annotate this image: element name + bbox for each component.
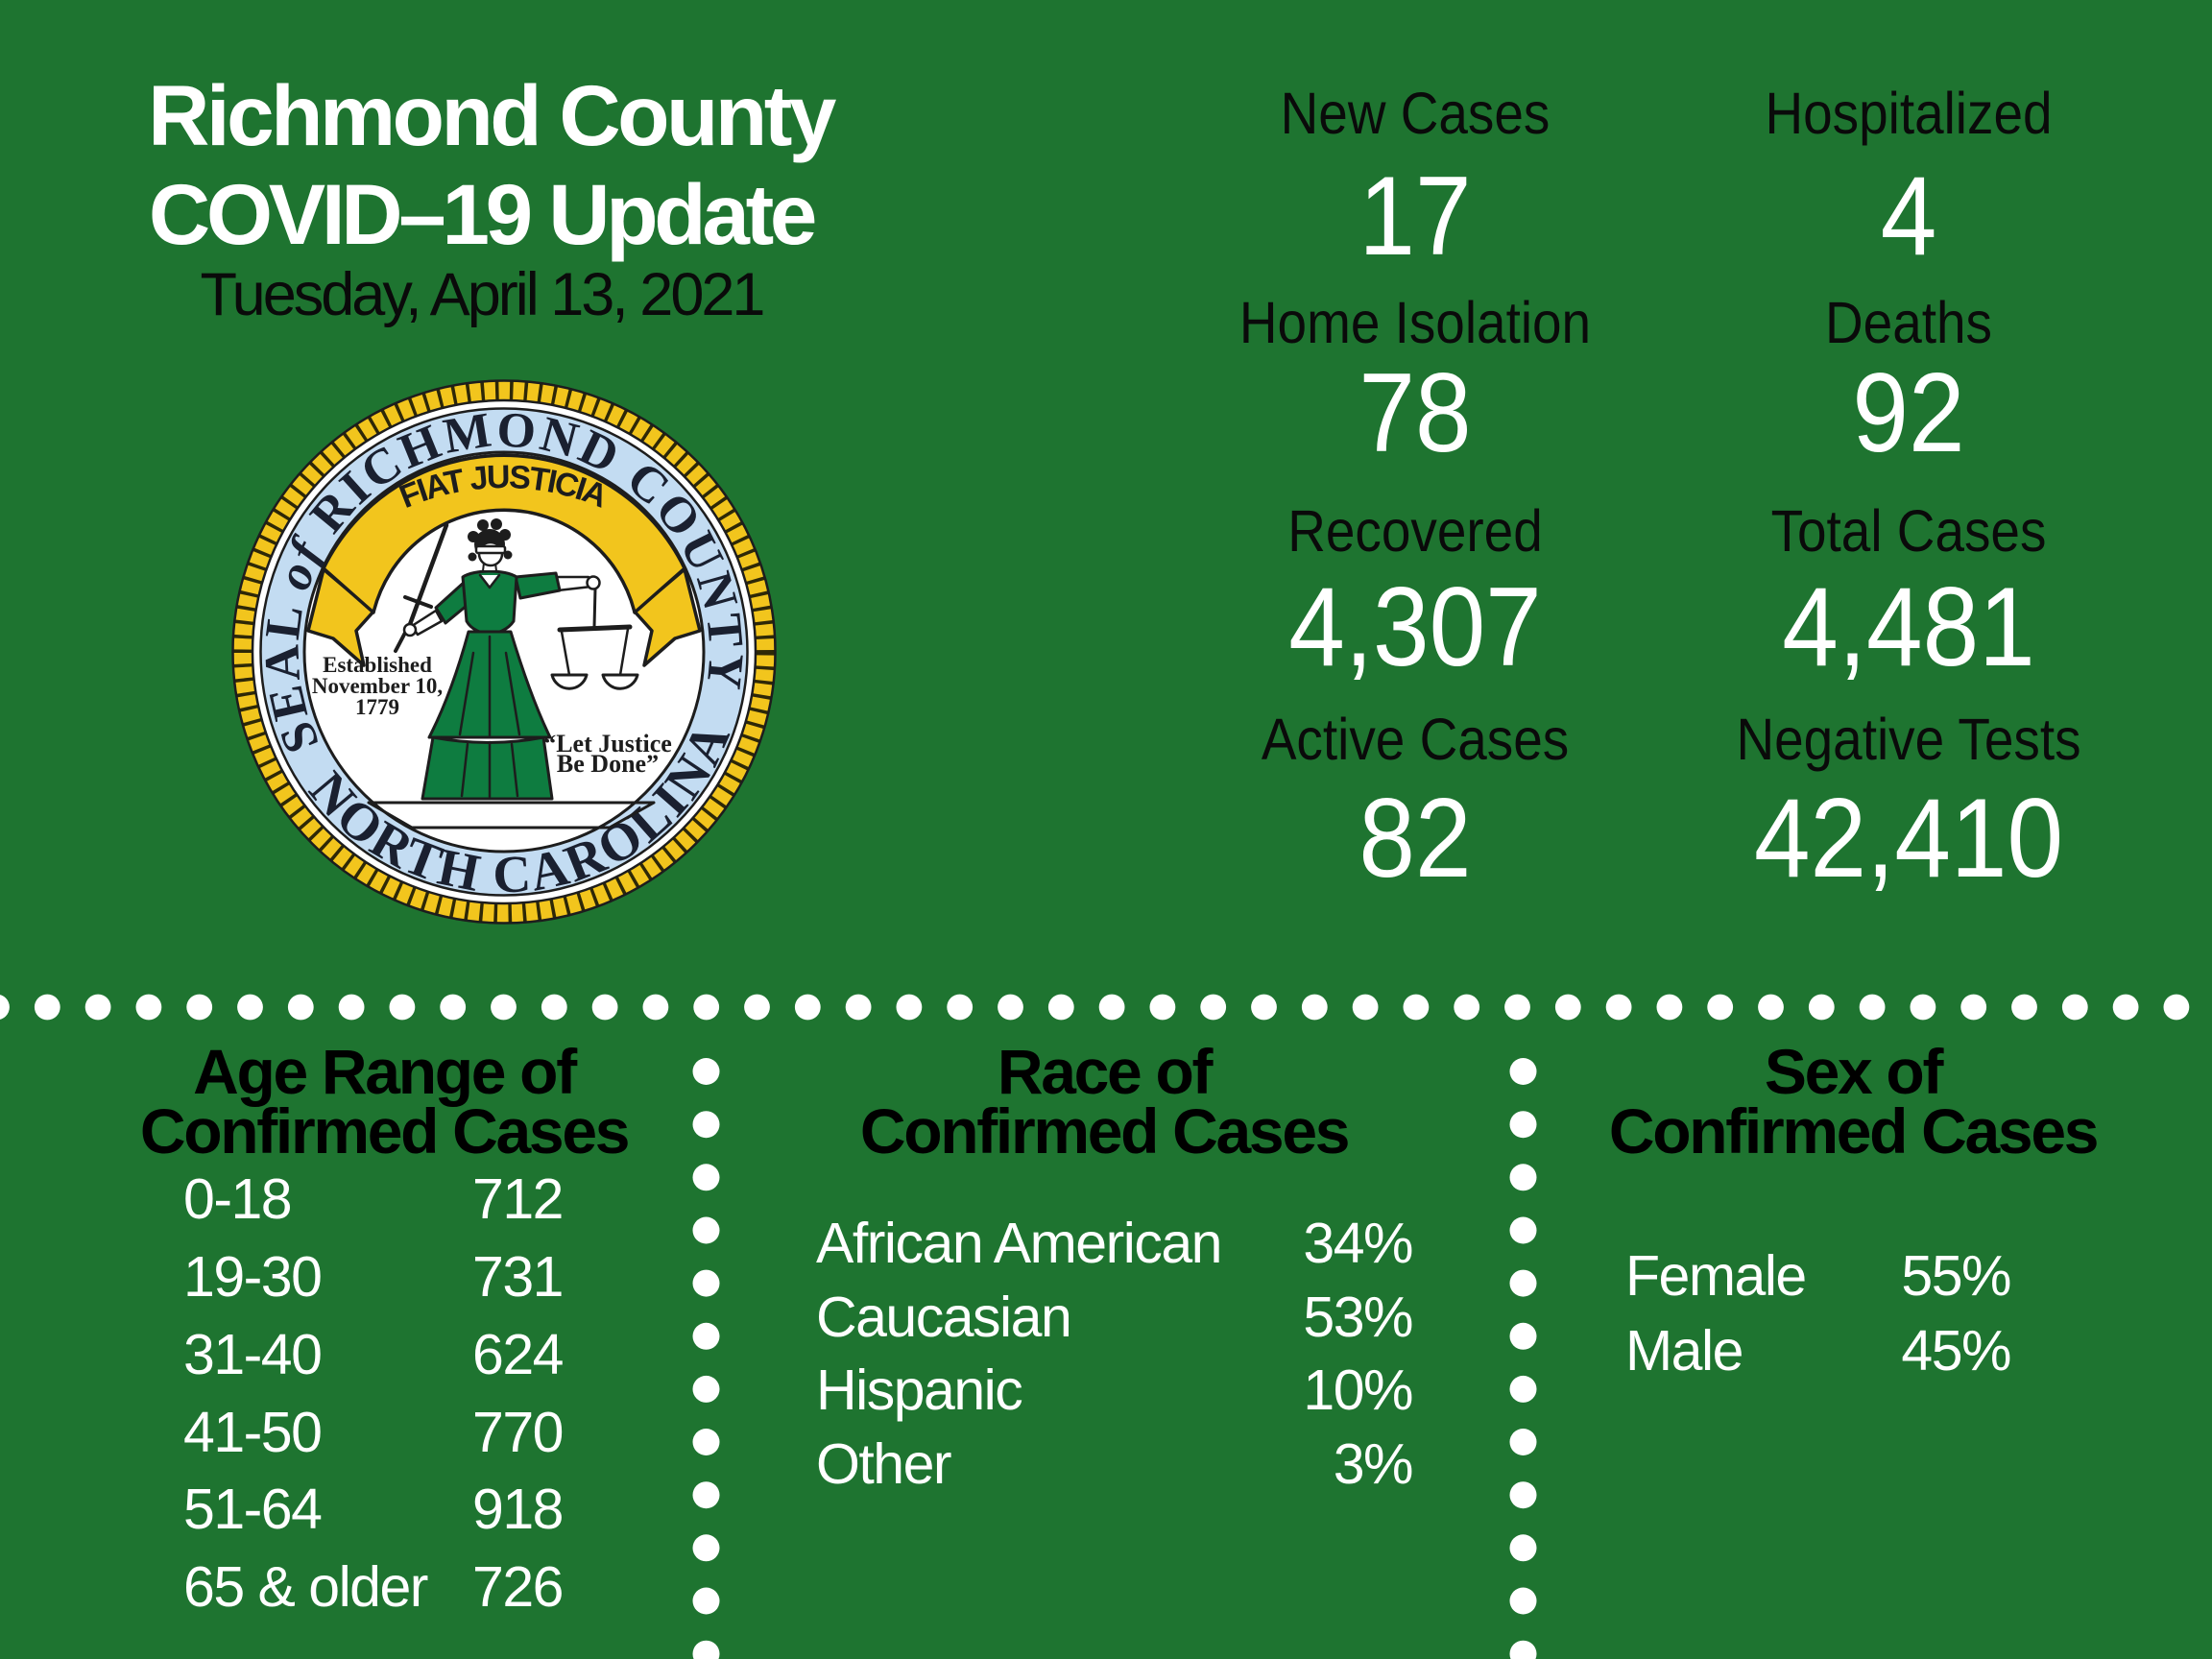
svg-text:1779: 1779 [355, 695, 399, 719]
svg-text:Established: Established [323, 653, 432, 677]
svg-text:“Let Justice: “Let Justice [543, 730, 672, 757]
svg-text:November 10,: November 10, [312, 674, 443, 698]
svg-text:Be Done”: Be Done” [557, 750, 659, 778]
